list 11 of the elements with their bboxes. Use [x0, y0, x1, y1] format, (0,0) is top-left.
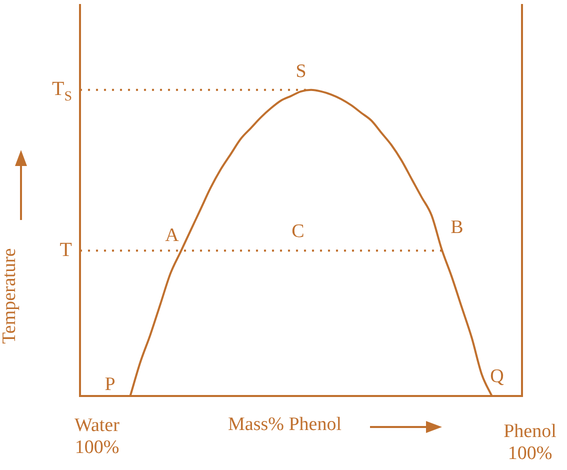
annotation: B: [450, 216, 464, 238]
text: Phenol 100%: [504, 420, 556, 464]
annotation: C: [292, 220, 304, 242]
text: S: [296, 60, 306, 82]
text: Water 100%: [74, 414, 120, 458]
annotation: Q: [490, 366, 504, 387]
annotation: A: [165, 224, 180, 246]
annotation: P: [104, 374, 116, 395]
x-axis-title: Mass% Phenol: [228, 414, 342, 436]
y-axis-title: Temperature: [0, 248, 21, 344]
ref-line-label: T: [60, 238, 72, 261]
